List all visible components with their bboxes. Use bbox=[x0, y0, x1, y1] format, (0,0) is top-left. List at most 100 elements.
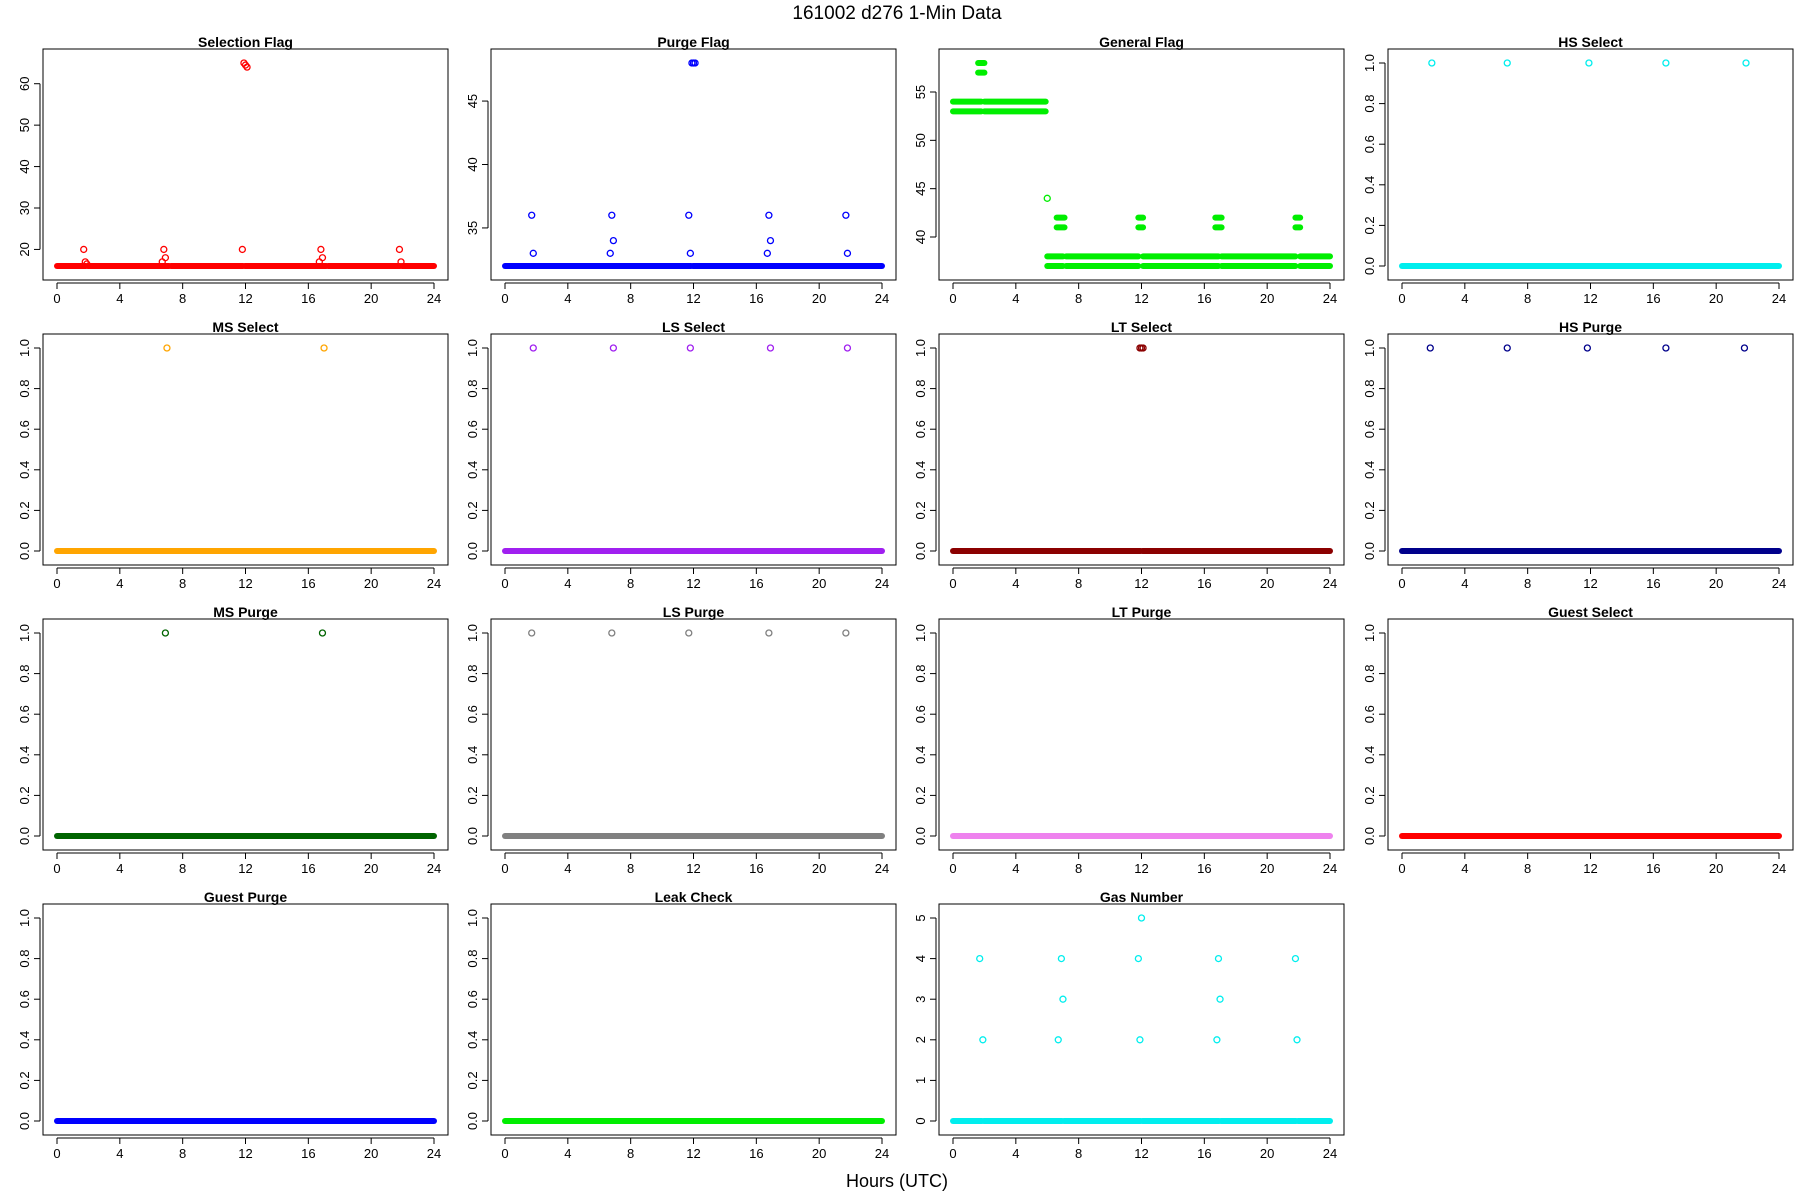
x-tick-label: 24 bbox=[1323, 861, 1337, 876]
data-point bbox=[1742, 59, 1750, 67]
y-tick-label: 40 bbox=[17, 159, 32, 173]
y-tick-label: 0.4 bbox=[1362, 746, 1377, 764]
data-point bbox=[161, 629, 170, 637]
x-tick-label: 4 bbox=[564, 291, 571, 306]
y-tick-label: 0.6 bbox=[465, 990, 480, 1008]
y-tick-label: 0.0 bbox=[17, 827, 32, 845]
x-tick-label: 0 bbox=[501, 291, 508, 306]
data-point bbox=[1503, 344, 1511, 352]
data-point bbox=[763, 249, 771, 257]
x-tick-label: 20 bbox=[1260, 1146, 1274, 1161]
data-point bbox=[1291, 954, 1300, 963]
plot-frame bbox=[490, 618, 897, 851]
y-tick-label: 50 bbox=[17, 118, 32, 132]
x-tick-label: 24 bbox=[427, 861, 441, 876]
y-tick-label: 0.8 bbox=[17, 380, 32, 398]
x-tick-label: 0 bbox=[949, 1146, 956, 1161]
x-tick-label: 4 bbox=[564, 861, 571, 876]
panel-9: LS Purge 0 4 8 12 16 20 24 0.0 0.2 0.4 0.6 0.8 1.0 bbox=[465, 604, 897, 876]
data-point bbox=[528, 211, 536, 219]
y-tick-label: 0.4 bbox=[1362, 461, 1377, 479]
data-point bbox=[843, 249, 852, 257]
x-tick-label: 16 bbox=[301, 291, 315, 306]
data-point bbox=[765, 211, 773, 219]
data-point bbox=[238, 245, 247, 254]
x-tick-label: 4 bbox=[1012, 576, 1019, 591]
plot-frame bbox=[490, 48, 897, 281]
y-tick-label: 0.0 bbox=[1362, 542, 1377, 560]
y-tick-label: 0.0 bbox=[1362, 257, 1377, 275]
y-tick-label: 0.8 bbox=[1362, 665, 1377, 683]
x-tick-label: 12 bbox=[686, 291, 700, 306]
panel-11: Guest Select 0 4 8 12 16 20 24 0.0 0.2 0.4 0.6 0.8 1.… bbox=[1362, 604, 1794, 876]
x-tick-label: 12 bbox=[686, 1146, 700, 1161]
y-tick-label: 1.0 bbox=[17, 909, 32, 927]
panel-title: LT Select bbox=[1111, 319, 1173, 335]
y-tick-label: 0.8 bbox=[913, 380, 928, 398]
y-tick-label: 0.2 bbox=[1362, 216, 1377, 234]
data-point bbox=[318, 254, 327, 262]
y-tick-label: 0.8 bbox=[1362, 380, 1377, 398]
data-point bbox=[83, 260, 91, 268]
x-tick-label: 16 bbox=[1646, 861, 1660, 876]
y-tick-label: 0.4 bbox=[913, 461, 928, 479]
x-tick-label: 16 bbox=[749, 576, 763, 591]
y-tick-label: 4 bbox=[913, 955, 928, 962]
x-tick-label: 20 bbox=[1260, 576, 1274, 591]
y-tick-label: 0.2 bbox=[17, 786, 32, 804]
x-tick-label: 16 bbox=[301, 1146, 315, 1161]
data-point bbox=[1213, 1036, 1221, 1044]
x-axis-label: Hours (UTC) bbox=[846, 1171, 948, 1191]
data-point bbox=[320, 344, 328, 352]
panel-title: MS Select bbox=[212, 319, 278, 335]
x-tick-label: 16 bbox=[749, 861, 763, 876]
x-tick-label: 24 bbox=[875, 1146, 889, 1161]
data-point bbox=[395, 245, 404, 254]
y-tick-label: 5 bbox=[913, 914, 928, 921]
x-tick-label: 4 bbox=[1461, 861, 1468, 876]
x-tick-label: 0 bbox=[949, 861, 956, 876]
x-tick-label: 8 bbox=[1524, 576, 1531, 591]
x-tick-label: 24 bbox=[427, 291, 441, 306]
x-tick-label: 4 bbox=[116, 291, 123, 306]
y-tick-label: 0.2 bbox=[1362, 786, 1377, 804]
x-tick-label: 24 bbox=[427, 1146, 441, 1161]
x-tick-label: 4 bbox=[116, 576, 123, 591]
x-tick-label: 16 bbox=[1197, 576, 1211, 591]
y-tick-label: 1.0 bbox=[465, 909, 480, 927]
x-tick-label: 12 bbox=[1134, 576, 1148, 591]
plot-frame bbox=[938, 903, 1345, 1136]
x-tick-label: 8 bbox=[627, 291, 634, 306]
data-point bbox=[1137, 914, 1146, 922]
data-point bbox=[976, 954, 984, 963]
data-point bbox=[609, 344, 618, 352]
plot-frame bbox=[938, 333, 1345, 566]
data-point bbox=[766, 236, 775, 245]
panel-title: General Flag bbox=[1099, 34, 1184, 50]
y-tick-label: 0.8 bbox=[465, 950, 480, 968]
panel-8: MS Purge 0 4 8 12 16 20 24 0.0 0.2 0.4 0.6 0.8 1.0 bbox=[17, 604, 449, 876]
x-tick-label: 16 bbox=[301, 576, 315, 591]
panel-1: Purge Flag 0 4 8 12 16 20 24 35 40 45 bbox=[465, 34, 897, 306]
y-tick-label: 1.0 bbox=[1362, 339, 1377, 357]
x-tick-label: 0 bbox=[53, 576, 60, 591]
x-tick-label: 0 bbox=[1398, 576, 1405, 591]
y-tick-label: 0.2 bbox=[1362, 501, 1377, 519]
x-tick-label: 24 bbox=[875, 291, 889, 306]
panel-title: HS Purge bbox=[1559, 319, 1622, 335]
y-tick-label: 0.6 bbox=[913, 420, 928, 438]
y-tick-label: 1.0 bbox=[913, 339, 928, 357]
y-tick-label: 0.8 bbox=[17, 950, 32, 968]
y-tick-label: 0.2 bbox=[465, 501, 480, 519]
y-tick-label: 0.8 bbox=[913, 665, 928, 683]
data-point bbox=[1057, 954, 1066, 963]
y-tick-label: 1.0 bbox=[465, 624, 480, 642]
y-tick-label: 0.6 bbox=[465, 420, 480, 438]
y-tick-label: 0.6 bbox=[17, 705, 32, 723]
y-tick-label: 0.0 bbox=[465, 827, 480, 845]
y-tick-label: 0.4 bbox=[17, 1031, 32, 1049]
panel-title: LS Purge bbox=[663, 604, 725, 620]
x-tick-label: 16 bbox=[1197, 861, 1211, 876]
